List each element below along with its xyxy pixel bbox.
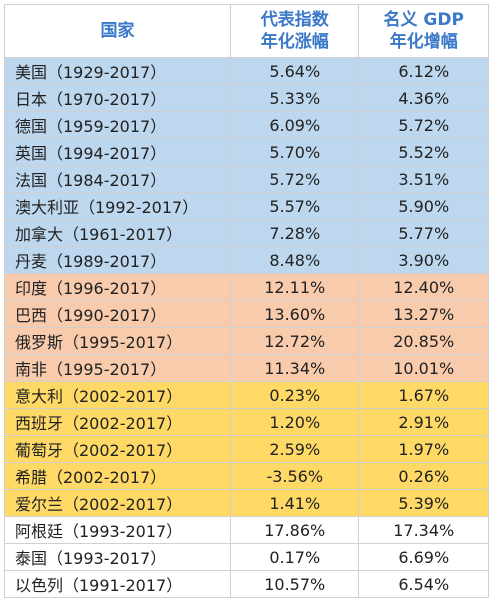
index-return-cell: 5.64% bbox=[230, 57, 360, 85]
gdp-growth-cell: 6.69% bbox=[358, 543, 489, 571]
index-return-cell: 5.72% bbox=[230, 165, 360, 193]
gdp-growth-cell: 2.91% bbox=[358, 408, 489, 436]
header-country-label: 国家 bbox=[100, 21, 135, 41]
header-index-line1: 代表指数 bbox=[260, 10, 329, 30]
country-cell: 美国（1929-2017） bbox=[3, 57, 232, 85]
index-return-cell: 10.57% bbox=[230, 570, 360, 598]
header-gdp-growth: 名义 GDP 年化增幅 bbox=[358, 4, 489, 58]
gdp-growth-cell: 5.39% bbox=[358, 489, 489, 517]
country-cell: 俄罗斯（1995-2017） bbox=[3, 327, 232, 355]
index-return-cell: 13.60% bbox=[230, 300, 360, 328]
index-return-cell: 5.57% bbox=[230, 192, 360, 220]
country-cell: 爱尔兰（2002-2017） bbox=[3, 489, 232, 517]
header-gdp-line2: 年化增幅 bbox=[389, 32, 458, 52]
gdp-growth-cell: 10.01% bbox=[358, 354, 489, 382]
gdp-growth-cell: 1.67% bbox=[358, 381, 489, 409]
country-cell: 阿根廷（1993-2017） bbox=[3, 516, 232, 544]
index-return-cell: 12.72% bbox=[230, 327, 360, 355]
gdp-growth-cell: 12.40% bbox=[358, 273, 489, 301]
gdp-growth-cell: 6.12% bbox=[358, 57, 489, 85]
index-return-cell: 5.33% bbox=[230, 84, 360, 112]
gdp-growth-cell: 20.85% bbox=[358, 327, 489, 355]
table-row: 德国（1959-2017） 6.09% 5.72% bbox=[3, 111, 489, 139]
gdp-growth-cell: 17.34% bbox=[358, 516, 489, 544]
index-return-cell: -3.56% bbox=[230, 462, 360, 490]
table-row: 澳大利亚（1992-2017） 5.57% 5.90% bbox=[3, 192, 489, 220]
country-cell: 意大利（2002-2017） bbox=[3, 381, 232, 409]
country-cell: 德国（1959-2017） bbox=[3, 111, 232, 139]
index-return-cell: 7.28% bbox=[230, 219, 360, 247]
index-return-cell: 2.59% bbox=[230, 435, 360, 463]
index-return-cell: 17.86% bbox=[230, 516, 360, 544]
country-cell: 泰国（1993-2017） bbox=[3, 543, 232, 571]
country-cell: 澳大利亚（1992-2017） bbox=[3, 192, 232, 220]
gdp-growth-cell: 5.77% bbox=[358, 219, 489, 247]
index-return-cell: 6.09% bbox=[230, 111, 360, 139]
table-row: 西班牙（2002-2017） 1.20% 2.91% bbox=[3, 408, 489, 436]
country-cell: 西班牙（2002-2017） bbox=[3, 408, 232, 436]
table-row: 法国（1984-2017） 5.72% 3.51% bbox=[3, 165, 489, 193]
country-cell: 葡萄牙（2002-2017） bbox=[3, 435, 232, 463]
country-cell: 巴西（1990-2017） bbox=[3, 300, 232, 328]
table-row: 泰国（1993-2017） 0.17% 6.69% bbox=[3, 543, 489, 571]
table-row: 意大利（2002-2017） 0.23% 1.67% bbox=[3, 381, 489, 409]
table-row: 俄罗斯（1995-2017） 12.72% 20.85% bbox=[3, 327, 489, 355]
index-return-cell: 0.23% bbox=[230, 381, 360, 409]
gdp-growth-cell: 6.54% bbox=[358, 570, 489, 598]
gdp-growth-cell: 1.97% bbox=[358, 435, 489, 463]
index-return-cell: 1.20% bbox=[230, 408, 360, 436]
index-return-cell: 0.17% bbox=[230, 543, 360, 571]
header-country: 国家 bbox=[3, 4, 232, 58]
gdp-growth-cell: 13.27% bbox=[358, 300, 489, 328]
index-return-cell: 12.11% bbox=[230, 273, 360, 301]
gdp-growth-cell: 0.26% bbox=[358, 462, 489, 490]
table-row: 以色列（1991-2017） 10.57% 6.54% bbox=[3, 570, 489, 598]
header-gdp-line1: 名义 GDP bbox=[383, 10, 464, 30]
country-cell: 丹麦（1989-2017） bbox=[3, 246, 232, 274]
table-row: 加拿大（1961-2017） 7.28% 5.77% bbox=[3, 219, 489, 247]
country-cell: 希腊（2002-2017） bbox=[3, 462, 232, 490]
table-row: 英国（1994-2017） 5.70% 5.52% bbox=[3, 138, 489, 166]
index-return-cell: 11.34% bbox=[230, 354, 360, 382]
gdp-growth-cell: 3.51% bbox=[358, 165, 489, 193]
gdp-growth-cell: 5.90% bbox=[358, 192, 489, 220]
header-index-return: 代表指数 年化涨幅 bbox=[230, 4, 360, 58]
country-cell: 日本（1970-2017） bbox=[3, 84, 232, 112]
table-row: 希腊（2002-2017） -3.56% 0.26% bbox=[3, 462, 489, 490]
gdp-growth-cell: 5.52% bbox=[358, 138, 489, 166]
header-row: 国家 代表指数 年化涨幅 名义 GDP 年化增幅 bbox=[3, 4, 489, 58]
table-row: 阿根廷（1993-2017） 17.86% 17.34% bbox=[3, 516, 489, 544]
table-row: 美国（1929-2017） 5.64% 6.12% bbox=[3, 57, 489, 85]
country-cell: 法国（1984-2017） bbox=[3, 165, 232, 193]
table-row: 巴西（1990-2017） 13.60% 13.27% bbox=[3, 300, 489, 328]
table-row: 葡萄牙（2002-2017） 2.59% 1.97% bbox=[3, 435, 489, 463]
table-row: 南非（1995-2017） 11.34% 10.01% bbox=[3, 354, 489, 382]
country-cell: 南非（1995-2017） bbox=[3, 354, 232, 382]
country-cell: 以色列（1991-2017） bbox=[3, 570, 232, 598]
comparison-table: 国家 代表指数 年化涨幅 名义 GDP 年化增幅 美国（1929-2017） 5.… bbox=[3, 4, 489, 598]
table-row: 印度（1996-2017） 12.11% 12.40% bbox=[3, 273, 489, 301]
header-index-line2: 年化涨幅 bbox=[260, 32, 329, 52]
table-row: 日本（1970-2017） 5.33% 4.36% bbox=[3, 84, 489, 112]
index-return-cell: 8.48% bbox=[230, 246, 360, 274]
table-row: 爱尔兰（2002-2017） 1.41% 5.39% bbox=[3, 489, 489, 517]
gdp-growth-cell: 4.36% bbox=[358, 84, 489, 112]
index-return-cell: 1.41% bbox=[230, 489, 360, 517]
gdp-growth-cell: 3.90% bbox=[358, 246, 489, 274]
country-cell: 印度（1996-2017） bbox=[3, 273, 232, 301]
gdp-growth-cell: 5.72% bbox=[358, 111, 489, 139]
index-return-cell: 5.70% bbox=[230, 138, 360, 166]
table-row: 丹麦（1989-2017） 8.48% 3.90% bbox=[3, 246, 489, 274]
country-cell: 英国（1994-2017） bbox=[3, 138, 232, 166]
country-cell: 加拿大（1961-2017） bbox=[3, 219, 232, 247]
